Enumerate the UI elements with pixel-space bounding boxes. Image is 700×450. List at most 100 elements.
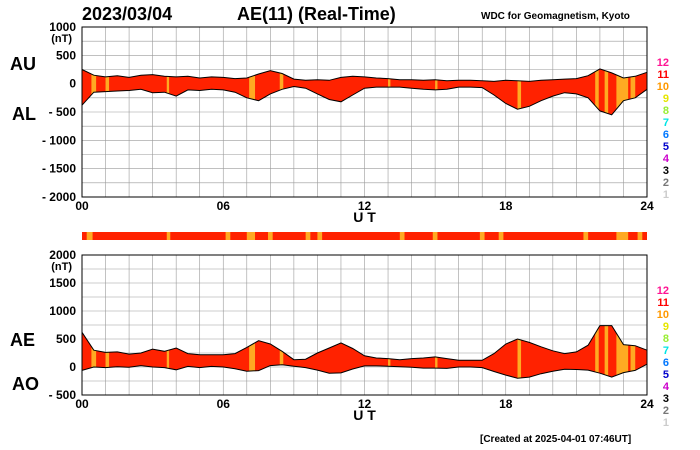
plot-frame	[81, 26, 648, 198]
au-label: AU	[10, 54, 36, 74]
ae-label: AE	[10, 330, 36, 350]
y-tick-label: 500	[56, 48, 76, 62]
data-status-bar	[82, 232, 647, 240]
y-tick-label: - 500	[49, 388, 77, 402]
y-tick-label: - 1000	[42, 133, 76, 147]
x-axis-label: U T	[353, 209, 376, 225]
series-line-al	[81, 85, 648, 116]
panel-au-al	[81, 26, 648, 198]
highlight-band	[630, 325, 636, 379]
station-count-label: 2	[663, 405, 669, 417]
highlight-band	[279, 325, 284, 379]
status-bar-highlight	[86, 232, 93, 240]
y-unit-label: (nT)	[51, 33, 72, 45]
station-count-label: 3	[663, 393, 669, 405]
ao-label: AO	[12, 374, 39, 394]
status-bar-highlight	[583, 232, 589, 240]
plot-frame	[81, 254, 648, 396]
x-tick-label: 06	[217, 199, 231, 213]
status-bar-highlight	[479, 232, 485, 240]
chart-title: AE(11) (Real-Time)	[237, 4, 396, 24]
status-bar-highlight	[616, 232, 629, 240]
status-bar-highlight	[432, 232, 438, 240]
y-unit-label: (nT)	[51, 261, 72, 273]
station-count-label: 2	[663, 177, 669, 189]
y-tick-label: 0	[69, 360, 76, 374]
panel-ae-ao	[81, 254, 648, 396]
station-count-label: 11	[657, 69, 669, 81]
highlight-band	[166, 68, 170, 115]
y-tick-label: 1000	[49, 20, 76, 34]
y-tick-label: - 1500	[42, 162, 76, 176]
highlight-band	[616, 325, 629, 379]
highlight-band	[630, 68, 636, 115]
highlight-band	[166, 325, 170, 379]
organization-label: WDC for Geomagnetism, Kyoto	[481, 11, 630, 22]
station-count-label: 4	[663, 381, 670, 393]
x-tick-label: 18	[499, 199, 513, 213]
highlight-band	[595, 325, 599, 379]
highlight-band	[604, 68, 609, 115]
station-count-label: 12	[657, 57, 669, 69]
status-bar-background	[82, 232, 647, 240]
station-count-label: 1	[663, 189, 669, 201]
station-count-label: 8	[663, 333, 669, 345]
series-line-au	[81, 68, 648, 82]
al-label: AL	[12, 104, 36, 124]
y-tick-label: 0	[69, 77, 76, 91]
highlight-band	[616, 68, 629, 115]
status-bar-highlight	[498, 232, 504, 240]
status-bar-highlight	[267, 232, 273, 240]
highlight-band	[249, 325, 256, 379]
y-tick-label: 1000	[49, 304, 76, 318]
highlight-band	[249, 68, 256, 115]
y-tick-label: - 500	[49, 105, 77, 119]
station-count-label: 7	[663, 117, 669, 129]
station-count-label: 11	[657, 297, 669, 309]
status-bar-highlight	[166, 232, 171, 240]
station-count-label: 5	[663, 141, 669, 153]
status-bar-highlight	[246, 232, 256, 240]
status-bar-highlight	[317, 232, 323, 240]
station-count-label: 5	[663, 369, 669, 381]
created-timestamp: [Created at 2025-04-01 07:46UT]	[480, 434, 632, 445]
x-tick-label: 00	[75, 397, 89, 411]
station-count-label: 3	[663, 165, 669, 177]
area-fill-ae-ao	[82, 325, 647, 379]
highlight-band	[517, 325, 522, 379]
status-bar-highlight	[305, 232, 311, 240]
series-line-ao	[81, 363, 648, 379]
x-tick-label: 00	[75, 199, 89, 213]
station-count-label: 7	[663, 345, 669, 357]
y-tick-label: 2000	[49, 248, 76, 262]
highlight-band	[91, 325, 97, 379]
status-bar-highlight	[225, 232, 231, 240]
x-tick-label: 06	[217, 397, 231, 411]
x-axis-label: U T	[353, 407, 376, 423]
x-tick-label: 24	[640, 199, 654, 213]
station-count-label: 9	[663, 93, 669, 105]
station-count-label: 12	[657, 285, 669, 297]
series-line-ae	[81, 325, 648, 361]
status-bar-highlight	[399, 232, 405, 240]
x-tick-label: 18	[499, 397, 513, 411]
station-count-label: 1	[663, 417, 669, 429]
station-count-label: 9	[663, 321, 669, 333]
highlight-band	[595, 68, 599, 115]
x-tick-label: 12	[358, 199, 372, 213]
y-tick-label: 1500	[49, 276, 76, 290]
y-tick-label: 500	[56, 332, 76, 346]
y-tick-label: - 2000	[42, 190, 76, 204]
highlight-band	[604, 325, 609, 379]
station-count-label: 6	[663, 129, 669, 141]
station-count-label: 6	[663, 357, 669, 369]
date-title: 2023/03/04	[82, 4, 173, 24]
x-tick-label: 12	[358, 397, 372, 411]
station-count-label: 4	[663, 153, 670, 165]
station-count-label: 8	[663, 105, 669, 117]
x-tick-label: 24	[640, 397, 654, 411]
status-bar-highlight	[637, 232, 643, 240]
station-count-label: 10	[657, 309, 669, 321]
station-count-label: 10	[657, 81, 669, 93]
